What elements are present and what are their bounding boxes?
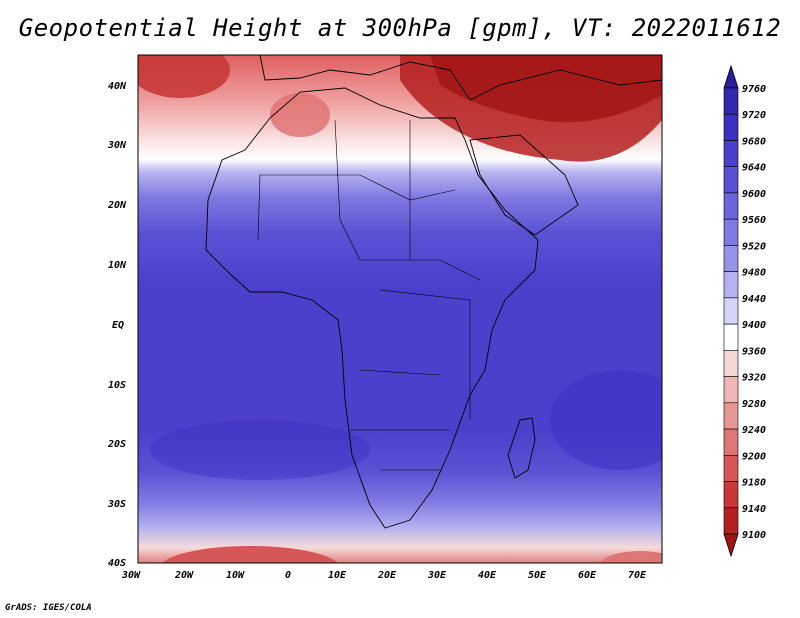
country-borders — [257, 119, 481, 471]
lat-label-10n: 10N — [108, 260, 127, 271]
colorbar-bottom-arrow — [723, 533, 739, 558]
lon-label-20e: 20E — [377, 570, 397, 581]
lat-label-40s: 40S — [108, 558, 126, 569]
colorbar-label: 9600 — [742, 189, 766, 200]
colorbar-swatch — [723, 87, 739, 115]
colorbar-label: 9100 — [742, 530, 766, 541]
lon-label-70e: 70E — [628, 570, 647, 581]
colorbar-swatch — [723, 166, 739, 194]
madagascar-outline — [507, 417, 536, 479]
colorbar-swatch — [723, 402, 739, 430]
colorbar-swatch — [723, 323, 739, 351]
colorbar-swatch — [723, 297, 739, 325]
colorbar-swatch — [723, 245, 739, 272]
colorbar-label: 9640 — [742, 163, 766, 174]
colorbar-label: 9360 — [742, 346, 766, 357]
lon-label-30w: 30W — [121, 570, 141, 581]
colorbar-label: 9560 — [742, 215, 766, 226]
colorbar-swatch — [723, 192, 739, 220]
lon-label-0: 0 — [285, 570, 291, 581]
arabia-outline — [469, 134, 579, 236]
lat-label-20s: 20S — [107, 439, 126, 450]
lat-label-40n: 40N — [108, 81, 127, 92]
colorbar-label: 9200 — [742, 451, 766, 462]
lat-label-20n: 20N — [107, 200, 127, 211]
colorbar-label: 9140 — [742, 504, 766, 515]
colorbar-swatch — [723, 376, 739, 404]
europe-outline — [259, 54, 663, 101]
coastline — [205, 87, 539, 529]
colorbar-label: 9320 — [742, 373, 766, 384]
colorbar-label: 9480 — [742, 268, 766, 279]
colorbar-swatch — [723, 454, 739, 482]
lon-label-40e: 40E — [478, 570, 497, 581]
lat-label-10s: 10S — [108, 380, 126, 391]
lat-label-30n: 30N — [107, 140, 127, 151]
lat-axis: 40N 30N 20N 10N EQ 10S 20S 30S 40S — [107, 81, 127, 569]
lon-label-60e: 60E — [578, 570, 597, 581]
lon-label-50e: 50E — [528, 570, 547, 581]
colorbar-label: 9400 — [742, 320, 766, 331]
colorbar-label: 9180 — [742, 478, 766, 489]
height-field — [138, 55, 662, 563]
colorbar-swatch — [723, 428, 739, 456]
colorbar-swatch — [723, 481, 739, 509]
colorbar-label: 9280 — [742, 399, 766, 410]
lon-label-20w: 20W — [174, 570, 194, 581]
lon-label-30e: 30E — [427, 570, 447, 581]
colorbar-label: 9720 — [742, 110, 766, 121]
plot-frame — [137, 54, 663, 564]
colorbar-swatch — [723, 507, 739, 535]
lat-label-30s: 30S — [107, 499, 126, 510]
credit-text: GrADS: IGES/COLA — [5, 603, 92, 613]
lon-axis: 30W 20W 10W 0 10E 20E 30E 40E 50E 60E 70… — [121, 570, 647, 581]
colorbar-swatch — [723, 140, 739, 168]
colorbar-label: 9440 — [742, 294, 766, 305]
colorbar-swatch — [723, 113, 739, 141]
colorbar-label: 9240 — [742, 425, 766, 436]
colorbar-top-arrow — [723, 64, 739, 89]
colorbar-label: 9520 — [742, 241, 766, 252]
colorbar-swatch — [723, 350, 739, 377]
colorbar: 9760 9720 9680 9640 9600 9560 9520 9480 9440 9400… — [723, 64, 766, 558]
colorbar-swatch — [723, 271, 739, 299]
colorbar-label: 9760 — [742, 84, 766, 95]
map-title: Geopotential Height at 300hPa [gpm], VT:… — [18, 14, 782, 42]
lon-label-10w: 10W — [226, 570, 245, 581]
colorbar-swatch — [723, 218, 739, 246]
lat-label-eq: EQ — [112, 320, 124, 331]
colorbar-label: 9680 — [742, 136, 766, 147]
lon-label-10e: 10E — [328, 570, 347, 581]
